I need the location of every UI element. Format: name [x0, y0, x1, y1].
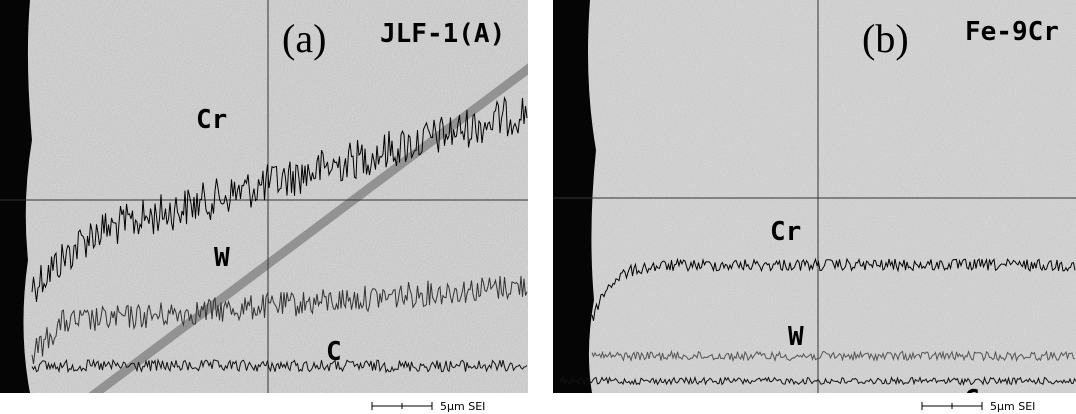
scale-bar: 5μm SEI 5μm SEI — [371, 400, 1035, 413]
trace-label: C — [964, 385, 980, 414]
line-scan — [591, 257, 1076, 321]
panel-b: (b) Fe-9Cr Cr W C — [553, 0, 1076, 414]
trace-label: Cr — [196, 105, 227, 135]
line-scan — [559, 375, 1076, 387]
panel-a: (a) JLF-1(A) Cr W C — [0, 0, 528, 393]
line-scan — [31, 358, 528, 374]
trace-label: W — [214, 243, 230, 273]
scale-text: 5μm SEI — [990, 400, 1035, 413]
scale-text: 5μm SEI — [440, 400, 485, 413]
panel-label: (a) — [282, 16, 326, 61]
trace-label: W — [788, 322, 804, 352]
sample-name: JLF-1(A) — [380, 19, 505, 49]
sample-name: Fe-9Cr — [965, 17, 1059, 47]
trace-label: Cr — [770, 217, 801, 247]
line-scan — [31, 95, 528, 302]
panel-label: (b) — [862, 16, 909, 61]
trace-label: C — [326, 337, 342, 367]
texture — [553, 0, 1076, 393]
edge — [553, 0, 596, 393]
line-scan — [591, 349, 1076, 363]
line-scan — [31, 275, 528, 364]
edge — [0, 0, 32, 393]
